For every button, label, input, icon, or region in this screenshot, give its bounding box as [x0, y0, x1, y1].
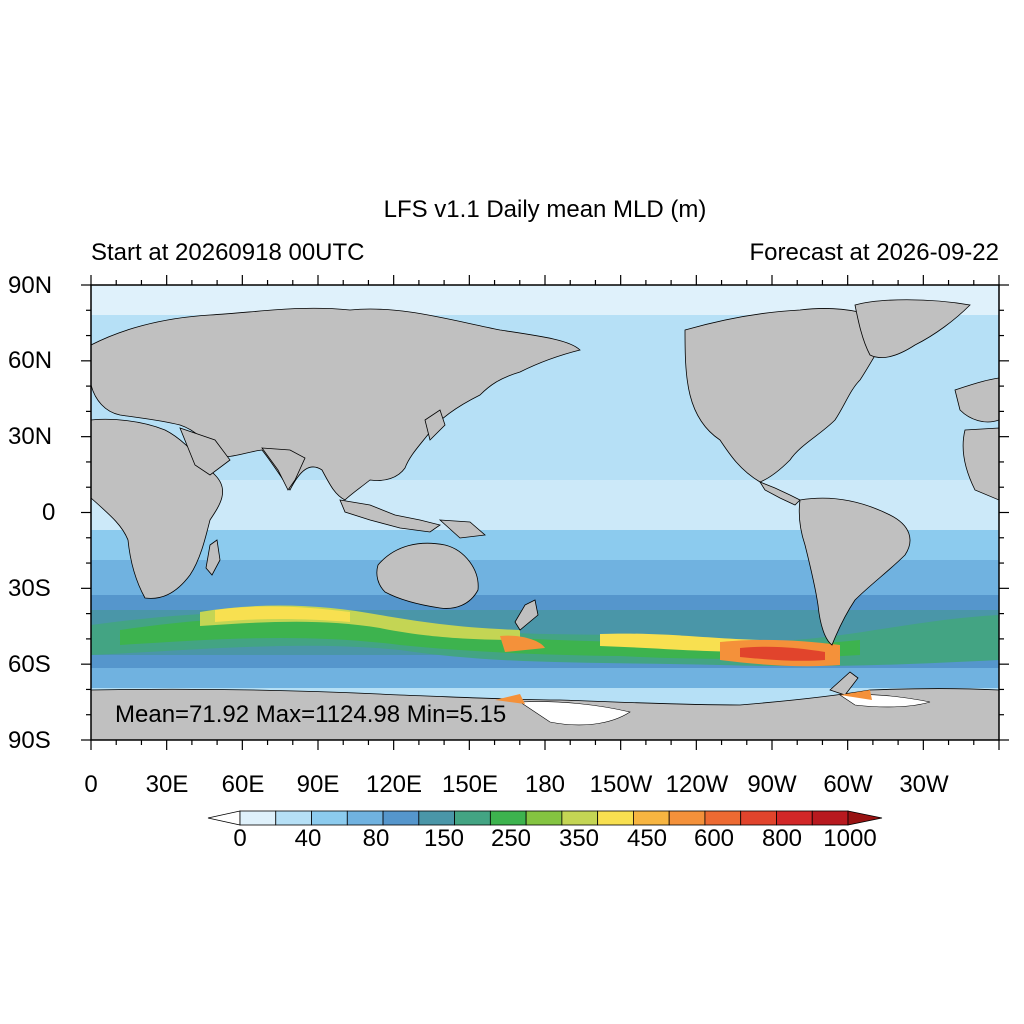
weddell-sea-high-mld — [840, 690, 872, 700]
colorbar-label-0: 0 — [233, 825, 247, 852]
lon-label-150e: 150E — [441, 771, 499, 798]
land-africa — [91, 418, 224, 599]
colorbar-box — [489, 810, 527, 826]
colorbar-lower-arrow — [207, 810, 241, 826]
land-arabia — [179, 427, 231, 476]
colorbar-label-1000: 1000 — [823, 825, 877, 852]
colorbar-box — [668, 810, 706, 826]
mld-band-800-b — [500, 635, 545, 652]
lon-label-150w: 150W — [589, 771, 653, 798]
ross-ice-shelf — [519, 701, 631, 726]
ross-sea-high-mld — [495, 694, 525, 704]
lon-label-0: 0 — [84, 771, 98, 798]
colorbar-label-800: 800 — [761, 825, 803, 852]
start-time-label: Start at 20260918 00UTC — [91, 239, 365, 266]
land-indonesia — [339, 499, 441, 533]
lat-label-0: 0 — [42, 499, 56, 526]
colorbar-box — [561, 810, 599, 826]
land-australia — [376, 542, 479, 609]
land-africa-west — [962, 427, 999, 501]
land-north-america — [684, 307, 896, 483]
colorbar-box — [633, 810, 670, 826]
land-madagascar — [205, 539, 221, 576]
land-antarctic-peninsula — [829, 671, 859, 696]
land-new-zealand — [514, 599, 539, 631]
lat-label-30s: 30S — [8, 575, 51, 602]
land-central-america — [759, 481, 801, 506]
axis-ticks — [81, 275, 1009, 750]
land-japan — [424, 409, 446, 441]
lon-label-60e: 60E — [221, 771, 265, 798]
colorbar-box — [704, 810, 742, 826]
lat-label-60n: 60N — [8, 347, 53, 374]
lon-label-90w: 90W — [747, 771, 797, 798]
colorbar-upper-arrow — [847, 810, 883, 826]
forecast-time-label: Forecast at 2026-09-22 — [749, 239, 999, 266]
colorbar-box — [454, 810, 491, 826]
land-india — [261, 447, 306, 491]
land-greenland — [854, 299, 971, 358]
colorbar-box — [275, 810, 312, 826]
colorbar-box — [418, 810, 455, 826]
colorbar-box — [311, 810, 348, 826]
colorbar-box — [740, 810, 777, 826]
lat-label-90n: 90N — [8, 272, 53, 299]
land-south-america — [798, 497, 911, 646]
land-new-guinea — [438, 519, 486, 539]
colorbar-box — [776, 810, 813, 826]
colorbar-box — [239, 810, 277, 826]
mld-band-600-a — [215, 606, 350, 622]
map-title: LFS v1.1 Daily mean MLD (m) — [383, 196, 707, 223]
lon-label-60w: 60W — [823, 771, 873, 798]
lat-label-90s: 90S — [8, 727, 51, 754]
colorbar-label-450: 450 — [626, 825, 668, 852]
colorbar-label-350: 350 — [558, 825, 600, 852]
lon-label-120w: 120W — [665, 771, 729, 798]
stats-annotation: Mean=71.92 Max=1124.98 Min=5.15 — [115, 701, 507, 728]
lon-label-90e: 90E — [296, 771, 340, 798]
colorbar-box — [346, 810, 384, 826]
map-plot-area — [91, 285, 999, 740]
colorbar-box — [382, 810, 420, 826]
lon-label-180: 180 — [524, 771, 566, 798]
lon-label-120e: 120E — [365, 771, 423, 798]
lat-label-30n: 30N — [8, 423, 53, 450]
land-europe-west — [954, 377, 999, 423]
colorbar-box — [597, 810, 634, 826]
colorbar-box — [525, 810, 563, 826]
colorbar-label-250: 250 — [490, 825, 532, 852]
lon-label-30w: 30W — [899, 771, 949, 798]
lon-label-30e: 30E — [145, 771, 189, 798]
ocean-field-antarctic-margin — [91, 668, 999, 688]
colorbar-label-600: 600 — [693, 825, 735, 852]
colorbar-label-80: 80 — [362, 825, 390, 852]
colorbar — [207, 810, 883, 826]
lat-label-60s: 60S — [8, 651, 51, 678]
colorbar-label-150: 150 — [423, 825, 465, 852]
mld-band-1000 — [740, 646, 825, 661]
colorbar-label-40: 40 — [294, 825, 322, 852]
colorbar-box — [811, 810, 849, 826]
